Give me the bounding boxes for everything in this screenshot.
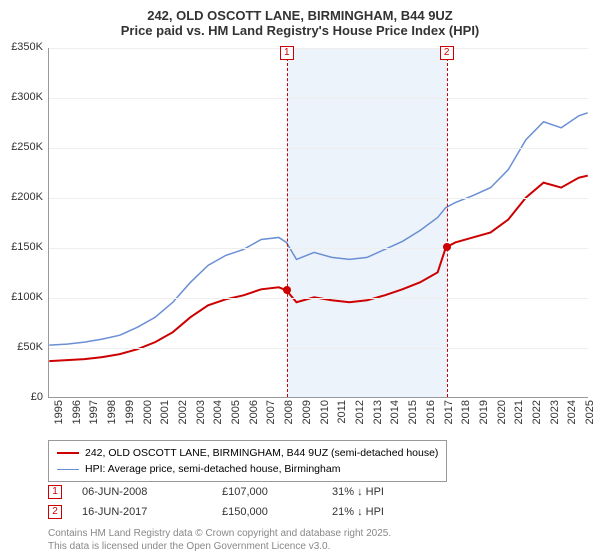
y-axis-label: £200K [11,191,43,203]
x-axis-label: 2005 [230,400,242,424]
y-axis-label: £300K [11,91,43,103]
x-axis-label: 2014 [389,400,401,424]
x-axis-label: 2007 [265,400,277,424]
sale-marker-2: 2 [48,505,62,519]
sale-date-2: 16-JUN-2017 [82,506,222,518]
x-axis-label: 2019 [478,400,490,424]
legend-label-hpi: HPI: Average price, semi-detached house,… [85,463,340,475]
x-axis-label: 2006 [248,400,260,424]
x-axis-label: 1999 [124,400,136,424]
x-axis-label: 2017 [443,400,455,424]
chart-plot-area: £0£50K£100K£150K£200K£250K£300K£350K1995… [48,48,588,398]
x-axis-label: 2011 [336,400,348,424]
legend-label-property: 242, OLD OSCOTT LANE, BIRMINGHAM, B44 9U… [85,447,438,459]
sale-price-2: £150,000 [222,506,332,518]
chart-lines-svg [49,48,588,397]
x-axis-label: 1996 [71,400,83,424]
x-axis-label: 2022 [531,400,543,424]
x-axis-label: 2023 [549,400,561,424]
sale-point [443,243,451,251]
sale-vline [287,48,288,397]
sale-pct-1: 31% ↓ HPI [332,486,452,498]
x-axis-label: 2010 [319,400,331,424]
y-gridline [49,148,588,149]
x-axis-label: 2004 [212,400,224,424]
x-axis-label: 2000 [142,400,154,424]
chart-title-block: 242, OLD OSCOTT LANE, BIRMINGHAM, B44 9U… [0,0,600,38]
y-axis-label: £100K [11,291,43,303]
x-axis-label: 1998 [106,400,118,424]
legend-swatch-hpi [57,469,79,470]
x-axis-label: 2013 [372,400,384,424]
x-axis-label: 2020 [496,400,508,424]
y-gridline [49,198,588,199]
series-property [49,176,587,361]
y-gridline [49,98,588,99]
legend-item-property: 242, OLD OSCOTT LANE, BIRMINGHAM, B44 9U… [57,445,438,461]
sale-date-1: 06-JUN-2008 [82,486,222,498]
legend-swatch-property [57,452,79,454]
title-line-2: Price paid vs. HM Land Registry's House … [0,23,600,38]
x-axis-label: 2018 [460,400,472,424]
y-gridline [49,248,588,249]
y-axis-label: £50K [17,341,43,353]
x-axis-label: 2012 [354,400,366,424]
x-axis-label: 2024 [566,400,578,424]
x-axis-label: 2003 [195,400,207,424]
sale-marker-box: 1 [280,46,294,60]
x-axis-label: 1995 [53,400,65,424]
y-gridline [49,298,588,299]
sale-pct-2: 21% ↓ HPI [332,506,452,518]
footer-attribution: Contains HM Land Registry data © Crown c… [48,528,391,553]
sale-vline [447,48,448,397]
sales-table: 1 06-JUN-2008 £107,000 31% ↓ HPI 2 16-JU… [48,482,452,522]
y-gridline [49,348,588,349]
table-row: 2 16-JUN-2017 £150,000 21% ↓ HPI [48,502,452,522]
title-line-1: 242, OLD OSCOTT LANE, BIRMINGHAM, B44 9U… [0,8,600,23]
y-axis-label: £250K [11,141,43,153]
sale-point [283,286,291,294]
x-axis-label: 2008 [283,400,295,424]
y-axis-label: £350K [11,41,43,53]
sale-marker-box: 2 [440,46,454,60]
y-axis-label: £0 [31,391,43,403]
y-axis-label: £150K [11,241,43,253]
x-axis-label: 2015 [407,400,419,424]
legend: 242, OLD OSCOTT LANE, BIRMINGHAM, B44 9U… [48,440,447,482]
x-axis-label: 2009 [301,400,313,424]
table-row: 1 06-JUN-2008 £107,000 31% ↓ HPI [48,482,452,502]
x-axis-label: 1997 [88,400,100,424]
x-axis-label: 2016 [425,400,437,424]
x-axis-label: 2025 [584,400,596,424]
y-gridline [49,48,588,49]
x-axis-label: 2002 [177,400,189,424]
footer-line-2: This data is licensed under the Open Gov… [48,541,391,554]
x-axis-label: 2021 [513,400,525,424]
legend-item-hpi: HPI: Average price, semi-detached house,… [57,461,438,477]
sale-marker-1: 1 [48,485,62,499]
x-axis-label: 2001 [159,400,171,424]
footer-line-1: Contains HM Land Registry data © Crown c… [48,528,391,541]
sale-price-1: £107,000 [222,486,332,498]
